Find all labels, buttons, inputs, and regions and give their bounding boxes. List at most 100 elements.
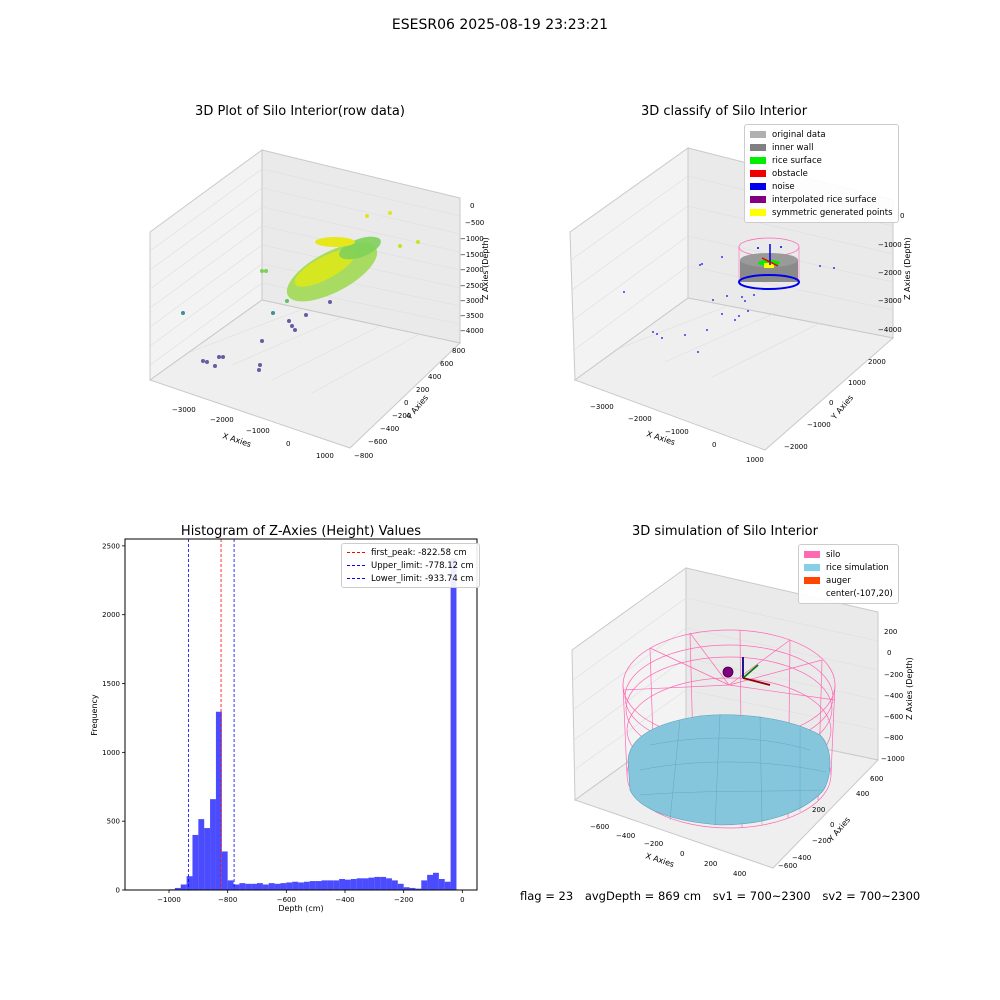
xtick-label: −1000 (665, 428, 689, 436)
ytick-label: −800 (354, 452, 373, 460)
legend-swatch (804, 564, 820, 571)
ytick-label: 2000 (868, 358, 886, 366)
ztick-label: −2000 (878, 269, 902, 277)
panel2-noise-points (623, 256, 835, 353)
ytick-label: −1000 (807, 421, 831, 429)
histogram-bar (374, 876, 381, 890)
histogram-ylabel: Frequency (90, 694, 99, 736)
legend-line (347, 565, 365, 566)
ztick-label: −600 (884, 713, 903, 721)
xtick-label: −3000 (590, 403, 614, 411)
ytick-label: 0 (829, 399, 833, 407)
ztick-label: 0 (900, 212, 904, 220)
ytick-label: −400 (380, 425, 399, 433)
histogram-bar (198, 819, 205, 890)
ztick-label: −1000 (881, 755, 905, 763)
histogram-bar (280, 883, 287, 890)
histogram-bar (268, 883, 275, 890)
ytick-label: 600 (440, 360, 453, 368)
legend-item: original data (750, 128, 893, 141)
legend-item: center(-107,20) (804, 587, 893, 600)
ztick-label: −3500 (460, 312, 484, 320)
histogram-bar (298, 882, 304, 890)
xtick-label: −600 (277, 896, 296, 904)
histogram-bar (444, 881, 451, 890)
legend-label: rice simulation (826, 562, 889, 573)
ytick-label: 2000 (102, 611, 120, 619)
panel4-title: 3D simulation of Silo Interior (632, 524, 818, 539)
panel1-scatter-outliers (181, 211, 420, 372)
ytick-label: 2500 (102, 542, 120, 550)
legend-label: inner wall (772, 142, 814, 153)
legend-line (347, 578, 365, 579)
xtick-label: 1000 (316, 452, 334, 460)
histogram-bar (262, 884, 269, 890)
panel2-legend: original data inner wall rice surface ob… (744, 124, 899, 223)
ztick-label: −4000 (878, 326, 902, 334)
histogram-bar (415, 888, 422, 890)
ytick-label: −400 (792, 854, 811, 862)
histogram-bar (192, 834, 199, 890)
legend-item: auger (804, 574, 893, 587)
xtick-label: −2000 (210, 416, 234, 424)
ztick-label: −3000 (878, 297, 902, 305)
ztick-label: 0 (887, 649, 891, 657)
legend-label: obstacle (772, 168, 808, 179)
legend-label: original data (772, 129, 826, 140)
legend-swatch (804, 551, 820, 558)
ytick-label: −600 (778, 862, 797, 870)
legend-label: symmetric generated points (772, 207, 893, 218)
ytick-label: 200 (416, 386, 429, 394)
xtick-label: −2000 (628, 415, 652, 423)
xtick-label: −400 (335, 896, 354, 904)
xtick-label: −400 (616, 832, 635, 840)
legend-item: rice surface (750, 154, 893, 167)
histogram-bar (333, 880, 340, 890)
ytick-label: 400 (428, 373, 441, 381)
ytick-label: 400 (856, 790, 869, 798)
ztick-label: −3000 (460, 297, 484, 305)
histogram-bar (380, 876, 387, 890)
ytick-label: 800 (452, 347, 465, 355)
ztick-label: −500 (465, 219, 484, 227)
histogram-bar (227, 880, 234, 890)
histogram-legend: first_peak: -822.58 cm Upper_limit: -778… (341, 543, 480, 588)
panel4-zticks: 200 0 −200 −400 −600 −800 −1000 (881, 628, 905, 763)
panel2-yticks: −2000 −1000 0 1000 2000 (784, 358, 886, 451)
ztick-label: −4000 (460, 327, 484, 335)
histogram-bar (315, 881, 322, 890)
histogram-bar (356, 878, 363, 890)
xtick-label: 0 (712, 441, 716, 449)
histogram-bar (309, 881, 316, 890)
status-line: flag = 23 avgDepth = 869 cm sv1 = 700~23… (520, 889, 928, 903)
histogram-bar (391, 880, 398, 890)
flag-text: flag = 23 (520, 889, 574, 903)
panel4-yticks: −600 −400 −200 0 200 400 600 (778, 775, 883, 870)
histogram-bar (339, 878, 345, 890)
panel2-zticks: 0 −1000 −2000 −3000 −4000 (878, 212, 904, 334)
ztick-label: −1000 (460, 235, 484, 243)
legend-label: center(-107,20) (826, 588, 893, 599)
histogram-bar (251, 883, 257, 890)
legend-item: inner wall (750, 141, 893, 154)
ytick-label: 0 (404, 399, 408, 407)
sv1-text: sv1 = 700~2300 (712, 889, 811, 903)
histogram-bar (286, 882, 293, 890)
legend-swatch (804, 577, 820, 584)
ytick-label: 1000 (848, 379, 866, 387)
ytick-label: −200 (812, 837, 831, 845)
legend-swatch (750, 209, 766, 216)
ztick-label: −2000 (460, 266, 484, 274)
panel1-zticks: 0 −500 −1000 −1500 −2000 −2500 −3000 −35… (460, 202, 484, 335)
panel4-ylabel: Y Axies (826, 815, 852, 844)
legend-swatch (750, 131, 766, 138)
histogram-bar (180, 884, 187, 890)
histogram-bar (215, 711, 222, 890)
ztick-label: −1000 (878, 241, 902, 249)
legend-swatch (750, 183, 766, 190)
ytick-label: 1500 (102, 680, 120, 688)
histogram-frame (124, 538, 478, 891)
histogram-xlabel: Depth (cm) (278, 904, 323, 913)
